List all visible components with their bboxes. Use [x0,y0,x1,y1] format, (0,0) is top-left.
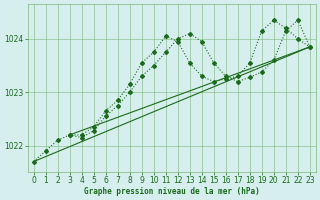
X-axis label: Graphe pression niveau de la mer (hPa): Graphe pression niveau de la mer (hPa) [84,187,260,196]
